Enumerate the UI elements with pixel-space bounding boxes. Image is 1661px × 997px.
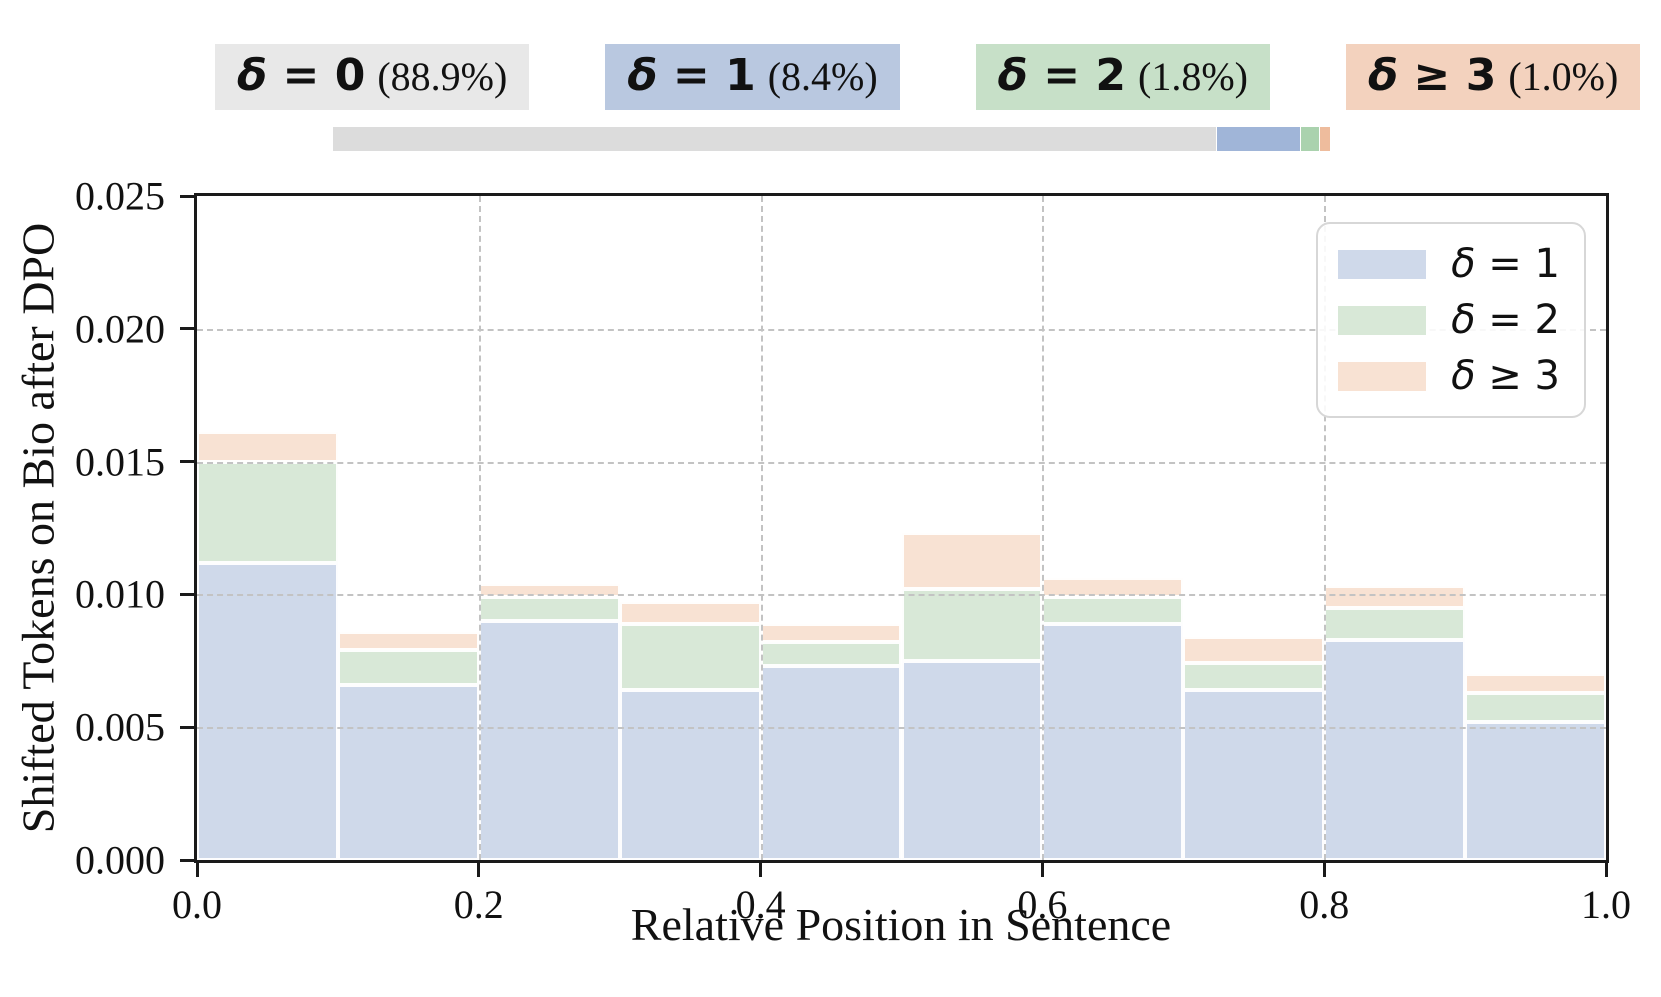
bar-segment-series2 [619,623,761,691]
bar-segment-series3 [760,623,902,643]
bar-segment-series2 [901,589,1043,661]
y-tick-label: 0.000 [75,837,165,883]
legend: δ = 1 δ = 2 δ ≥ 3 [1316,222,1586,418]
bar-segment-series3 [337,631,479,651]
y-tick-mark [180,460,194,464]
x-tick-label: 1.0 [1581,882,1631,927]
y-tick-mark [180,194,194,198]
badge-delta-expression: δ = 2 [997,50,1127,101]
legend-label: δ = 2 [1451,297,1560,343]
x-tick-mark [759,863,763,877]
proportion-bar-segment [1215,127,1301,151]
bar-segment-series3 [1042,578,1184,598]
y-tick-label: 0.005 [75,704,165,750]
plot-area: 0.000 0.005 0.010 0.015 0.020 0.025 0.0 0.2 0.4 0… [75,174,1631,928]
delta-badge: δ ≥ 3 (1.0%) [1345,44,1641,111]
bar-segment-series1 [1183,690,1325,860]
y-grid-line [197,461,1606,464]
bar-segment-series2 [197,461,338,563]
delta-badge: δ = 1 (8.4%) [605,44,900,111]
y-tick-label: 0.020 [75,306,165,352]
x-tick-label: 0.2 [453,882,504,927]
legend-label: δ = 1 [1451,241,1560,287]
bar-segment-series1 [1042,623,1184,860]
bar-segment-series3 [901,533,1043,590]
legend-swatch [1338,361,1426,391]
delta-badge: δ = 2 (1.8%) [975,44,1270,111]
delta-badge: δ = 0 (88.9%) [215,44,530,111]
badge-delta-expression: δ = 1 [627,50,756,101]
legend-entry: δ = 1 [1338,241,1560,287]
proportion-bar [333,127,1330,151]
y-tick-mark [180,592,194,596]
y-tick-mark [180,858,194,862]
x-tick-mark [195,863,199,877]
x-tick-label: 0.6 [1017,882,1068,927]
proportion-bar-segment [1300,127,1320,151]
x-tick-label: 0.8 [1299,882,1350,927]
bar-segment-series1 [901,660,1043,860]
badge-percentage: (88.9%) [377,54,508,99]
x-tick-mark [1322,863,1326,877]
badge-delta-expression: δ ≥ 3 [1367,50,1497,101]
bar-segment-series2 [478,597,620,621]
legend-swatch [1338,305,1426,335]
bar-segment-series3 [619,602,761,624]
bar-segment-series2 [1324,607,1466,640]
bar-segment-series2 [337,650,479,685]
bar-segment-series3 [197,432,338,462]
badge-percentage: (8.4%) [767,54,878,99]
bar-segment-series1 [337,684,479,860]
bar-segment-series2 [760,642,902,667]
proportion-bar-segment [1319,127,1330,151]
x-tick-label: 0.4 [735,882,786,927]
bar-segment-series1 [619,690,761,860]
y-tick-label: 0.025 [75,173,165,219]
y-tick-mark [180,327,194,331]
y-tick-mark [180,725,194,729]
bar-segment-series3 [1465,674,1606,693]
legend-swatch [1338,249,1426,279]
bar-segment-series2 [1465,692,1606,722]
bar-segment-series3 [1324,586,1466,608]
y-axis-title: Shifted Tokens on Bio after DPO [12,222,64,834]
legend-entry: δ = 2 [1338,297,1560,343]
x-tick-mark [1604,863,1608,877]
y-tick-label: 0.010 [75,571,165,617]
x-tick-mark [1040,863,1044,877]
bar-segment-series3 [1183,636,1325,664]
bar-segment-series1 [197,562,338,860]
bar-segment-series2 [1042,597,1184,624]
bar-segment-series1 [760,666,902,860]
x-tick-mark [477,863,481,877]
y-tick-label: 0.015 [75,439,165,485]
badge-percentage: (1.8%) [1138,54,1248,99]
bar-segment-series3 [478,583,620,598]
x-axis-title: Relative Position in Sentence [630,899,1172,950]
bar-segment-series2 [1183,663,1325,691]
badge-delta-expression: δ = 0 [237,50,366,101]
delta-badge-row: δ = 0 (88.9%) δ = 1 (8.4%) δ = 2 (1.8%) δ ≥ 3(… [215,44,1641,111]
legend-label: δ ≥ 3 [1451,353,1560,399]
badge-percentage: (1.0%) [1508,54,1619,99]
legend-entry: δ ≥ 3 [1338,353,1560,399]
bar-segment-series1 [478,620,620,860]
proportion-bar-segment [333,127,1216,151]
x-tick-label: 0.0 [172,882,222,927]
bar-segment-series1 [1465,721,1606,860]
bar-segment-series1 [1324,639,1466,860]
